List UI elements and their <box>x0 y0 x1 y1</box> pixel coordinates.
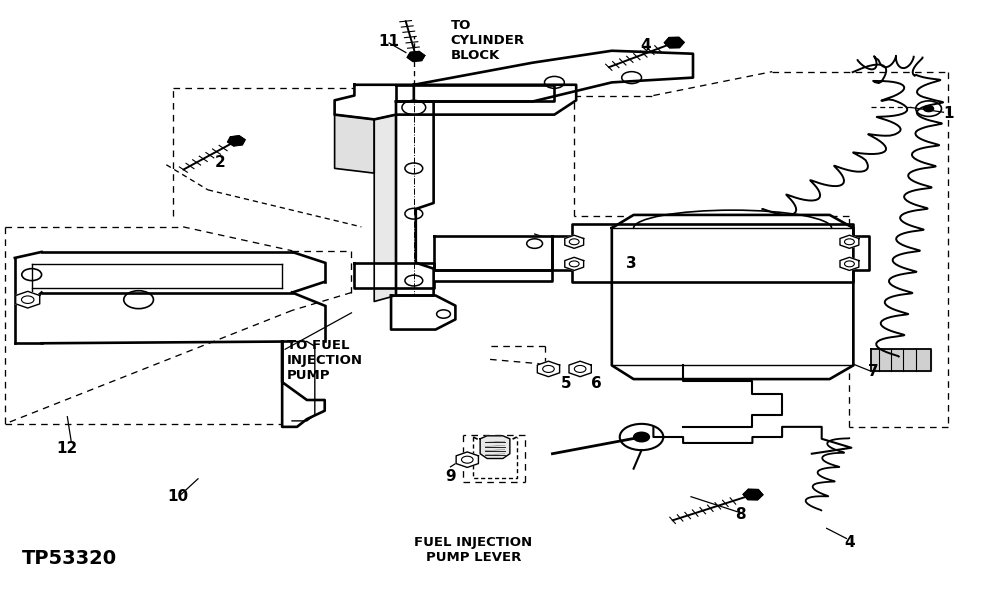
Polygon shape <box>335 115 374 173</box>
Text: 12: 12 <box>56 441 78 457</box>
Polygon shape <box>552 224 869 282</box>
Polygon shape <box>354 263 552 288</box>
Text: 4: 4 <box>641 38 650 53</box>
Polygon shape <box>228 136 246 146</box>
Text: 1: 1 <box>943 106 953 121</box>
Polygon shape <box>683 365 782 427</box>
Polygon shape <box>16 291 40 308</box>
Polygon shape <box>653 427 782 443</box>
Text: 9: 9 <box>446 469 455 484</box>
Text: 7: 7 <box>868 364 878 379</box>
Text: TP53320: TP53320 <box>22 549 117 568</box>
Text: 2: 2 <box>215 155 225 170</box>
Text: TO FUEL
INJECTION
PUMP: TO FUEL INJECTION PUMP <box>287 339 363 382</box>
Polygon shape <box>564 235 584 248</box>
Polygon shape <box>434 236 552 270</box>
Polygon shape <box>871 349 931 371</box>
Polygon shape <box>564 257 584 270</box>
Text: FUEL INJECTION
PUMP LEVER: FUEL INJECTION PUMP LEVER <box>414 536 533 564</box>
Polygon shape <box>840 235 859 248</box>
Text: 11: 11 <box>378 34 400 50</box>
Circle shape <box>634 432 649 442</box>
Text: 4: 4 <box>844 534 854 550</box>
Polygon shape <box>664 38 684 48</box>
Polygon shape <box>456 452 478 467</box>
Polygon shape <box>569 361 591 377</box>
Polygon shape <box>480 436 510 458</box>
Text: 8: 8 <box>736 507 745 522</box>
Polygon shape <box>374 115 396 301</box>
Circle shape <box>924 106 934 112</box>
Polygon shape <box>538 361 559 377</box>
Polygon shape <box>743 490 763 500</box>
Polygon shape <box>282 341 325 427</box>
Polygon shape <box>391 296 455 330</box>
Polygon shape <box>612 215 853 379</box>
Polygon shape <box>414 51 693 101</box>
Polygon shape <box>396 85 554 101</box>
Polygon shape <box>396 101 434 296</box>
Polygon shape <box>335 85 576 119</box>
Text: 10: 10 <box>167 489 189 504</box>
Text: TO
CYLINDER
BLOCK: TO CYLINDER BLOCK <box>450 19 525 62</box>
Polygon shape <box>407 51 425 61</box>
Polygon shape <box>840 257 859 270</box>
Text: 3: 3 <box>627 256 637 272</box>
Text: 6: 6 <box>591 376 601 391</box>
Text: 5: 5 <box>561 376 571 391</box>
